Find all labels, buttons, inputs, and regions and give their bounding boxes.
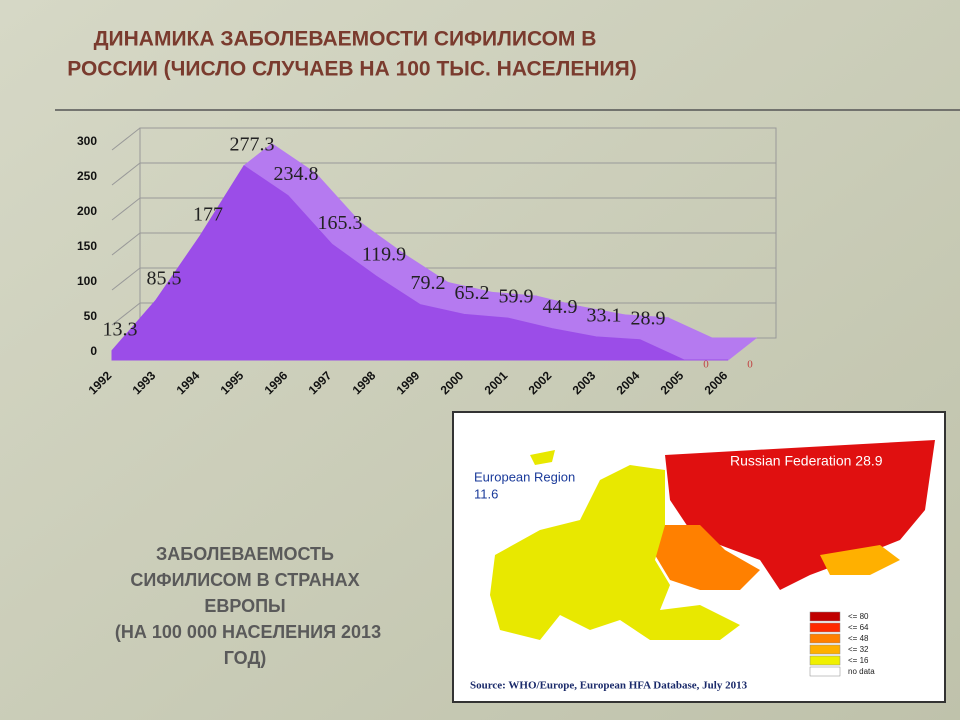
east-europe [655,525,760,590]
value-label: 0 [747,359,753,371]
caption-line: СИФИЛИСОМ В СТРАНАХ [130,570,359,590]
legend-label: <= 80 [848,612,869,621]
grid-line [111,267,776,291]
caption-line: ЕВРОПЫ [204,596,285,616]
region-value: 11.6 [474,486,498,501]
central-asia [820,545,900,575]
value-label: 13.3 [103,318,138,340]
legend-label: <= 64 [848,623,869,632]
y-tick-label: 100 [77,274,97,288]
grid-line [111,232,776,256]
value-label: 28.9 [631,307,666,329]
value-label: 59.9 [499,286,534,308]
caption-line: ГОД) [224,648,267,668]
y-tick-label: 150 [77,239,97,253]
legend-label: no data [848,667,875,676]
value-label: 33.1 [587,304,622,326]
value-label: 165.3 [318,212,363,234]
legend-swatch [809,666,841,677]
legend: <= 80 <= 64 <= 48 <= 32 <= 16 no data [809,611,875,677]
chart-title: ДИНАМИКА ЗАБОЛЕВАЕМОСТИ СИФИЛИСОМ В [94,28,597,51]
chart: 0 50 100 150 200 250 300 13.3 85.5 177 277.3 234.8 1… [77,127,777,397]
caption-line: ЗАБОЛЕВАЕМОСТЬ [156,544,334,564]
legend-swatch [809,633,841,644]
value-label: 277.3 [230,133,275,155]
caption-line: (НА 100 000 НАСЕЛЕНИЯ 2013 [115,622,381,642]
iceland [530,450,555,465]
y-tick-label: 50 [84,309,98,323]
value-label: 44.9 [543,296,578,318]
grid-line [111,162,776,186]
region-label: European Region [474,469,575,484]
value-label: 119.9 [362,244,406,266]
y-tick-label: 0 [90,344,97,358]
legend-swatch [809,622,841,633]
value-label: 79.2 [411,272,446,294]
source: Source: WHO/Europe, European HFA Databas… [470,680,748,692]
y-tick-label: 200 [77,204,97,218]
caption: ЗАБОЛЕВАЕМОСТЬ СИФИЛИСОМ В СТРАНАХ ЕВРОП… [115,544,381,668]
russia-label: Russian Federation 28.9 [730,453,883,469]
grid-line [111,127,776,151]
legend-swatch [809,611,841,622]
legend-swatch [809,655,841,666]
legend-label: <= 16 [848,656,869,665]
west-europe [490,465,740,640]
legend-swatch [809,644,841,655]
chart-subtitle: РОССИИ (ЧИСЛО СЛУЧАЕВ НА 100 ТЫС. НАСЕЛЕ… [67,58,637,81]
value-label: 234.8 [274,163,319,185]
y-tick-label: 250 [77,169,97,183]
value-label: 85.5 [147,268,182,290]
legend-label: <= 32 [848,645,869,654]
value-label: 177 [193,204,223,226]
area [111,165,728,361]
value-label: 0 [703,359,709,371]
grid-line [111,197,776,221]
y-tick-label: 300 [77,134,97,148]
value-label: 65.2 [455,282,490,304]
legend-label: <= 48 [848,634,869,643]
map: European Region 11.6 Russian Federation … [452,411,946,703]
